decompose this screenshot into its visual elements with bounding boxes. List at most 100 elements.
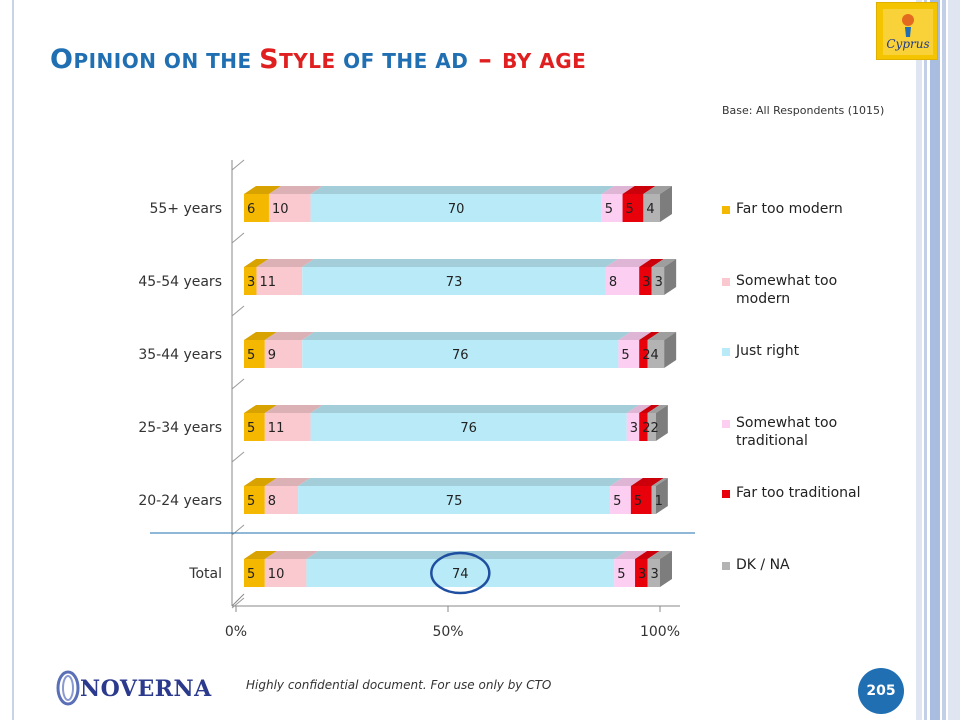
bar-segment xyxy=(647,413,656,441)
bar-side-face xyxy=(655,478,668,514)
legend-swatch xyxy=(722,420,730,428)
bar-top-face xyxy=(635,551,660,559)
bar-side-face xyxy=(655,405,668,441)
bar-segment xyxy=(264,340,303,368)
bar-top-face xyxy=(639,332,660,340)
bar-top-face xyxy=(244,478,277,486)
legend-label: Far too modern xyxy=(736,201,843,217)
axis-tick xyxy=(231,305,245,317)
legend-label: Far too traditional xyxy=(736,485,861,501)
cyprus-logo: Cyprus xyxy=(876,2,938,60)
bar-top-face xyxy=(618,332,652,340)
bar-segment xyxy=(244,340,265,368)
data-label: 70 xyxy=(448,202,465,217)
bar-segment xyxy=(601,194,623,222)
bar-segment xyxy=(622,194,644,222)
legend-label: Somewhat too traditional xyxy=(736,415,838,449)
bar-top-face xyxy=(647,551,672,559)
bar-side-face xyxy=(664,332,677,368)
bar-top-face xyxy=(647,405,668,413)
data-label: 10 xyxy=(272,202,289,217)
bar-top-face xyxy=(639,259,664,267)
bar-side-face xyxy=(664,259,677,295)
legend-swatch xyxy=(722,348,730,356)
data-label: 5 xyxy=(626,202,634,217)
highlight-circle xyxy=(430,551,491,595)
bar-segment xyxy=(647,559,660,587)
bar-top-face xyxy=(651,259,677,267)
bar-top-face xyxy=(244,332,277,340)
bar-top-face xyxy=(244,186,281,194)
category-label: 35-44 years xyxy=(138,347,222,363)
legend-item: Far too traditional xyxy=(722,484,886,502)
bar-top-face xyxy=(264,551,319,559)
bar-top-face xyxy=(630,478,664,486)
data-label: 3 xyxy=(642,275,650,290)
x-tick-label: 50% xyxy=(432,624,463,640)
title-part: S xyxy=(259,44,280,75)
bar-top-face xyxy=(610,478,643,486)
data-label: 4 xyxy=(651,348,659,363)
data-label: 3 xyxy=(247,275,255,290)
bar-segment xyxy=(639,340,648,368)
legend-item: Just right xyxy=(722,342,886,360)
left-rule xyxy=(12,0,14,720)
right-decorative-stripes xyxy=(916,0,960,720)
legend-item: Somewhat too modern xyxy=(722,272,886,308)
data-label: 76 xyxy=(460,421,477,436)
category-label: Total xyxy=(188,566,222,582)
data-label: 5 xyxy=(634,494,642,509)
noverna-logo-text: NOVERNA xyxy=(80,676,212,702)
bar-segment xyxy=(605,267,640,295)
bar-top-face xyxy=(643,186,672,194)
bar-segment xyxy=(264,559,307,587)
bar-segment xyxy=(298,486,611,514)
data-label: 11 xyxy=(259,275,276,290)
bar-segment xyxy=(264,486,299,514)
legend-swatch xyxy=(722,562,730,570)
bar-segment xyxy=(244,559,265,587)
data-label: 1 xyxy=(655,494,663,509)
data-label: 76 xyxy=(452,348,469,363)
x-tick-label: 100% xyxy=(640,624,680,640)
data-label: 5 xyxy=(247,421,255,436)
data-label: 2 xyxy=(651,421,659,436)
bar-segment xyxy=(651,486,656,514)
bar-segment xyxy=(626,413,640,441)
data-label: 3 xyxy=(651,567,659,582)
data-label: 8 xyxy=(268,494,276,509)
data-label: 10 xyxy=(268,567,285,582)
axis-tick xyxy=(231,159,245,171)
data-label: 8 xyxy=(609,275,617,290)
bar-top-face xyxy=(605,259,652,267)
data-label: 3 xyxy=(638,567,646,582)
bar-top-face xyxy=(244,405,277,413)
data-label: 6 xyxy=(247,202,255,217)
bar-top-face xyxy=(244,551,277,559)
legend-label: Just right xyxy=(736,343,800,359)
bar-segment xyxy=(310,194,602,222)
bar-top-face xyxy=(310,405,639,413)
bar-segment xyxy=(268,194,311,222)
slide-title: OPINION ON THE STYLE OF THE AD – BY AGE xyxy=(50,44,586,75)
bar-top-face xyxy=(298,478,623,486)
bar-segment xyxy=(610,486,631,514)
bar-segment xyxy=(310,413,627,441)
axis-tick xyxy=(231,597,245,609)
bar-segment xyxy=(302,267,606,295)
category-label: 25-34 years xyxy=(138,420,222,436)
title-part: PINION ON THE xyxy=(73,49,260,73)
bar-top-face xyxy=(306,551,627,559)
category-label: 20-24 years xyxy=(138,493,222,509)
bar-top-face xyxy=(601,186,635,194)
bar-top-face xyxy=(622,186,656,194)
bar-segment xyxy=(635,559,648,587)
legend-item: DK / NA xyxy=(722,556,886,574)
bar-top-face xyxy=(264,332,315,340)
bar-segment xyxy=(630,486,652,514)
title-part: O xyxy=(50,44,74,75)
bar-top-face xyxy=(626,405,652,413)
bar-segment xyxy=(244,194,269,222)
base-note: Base: All Respondents (1015) xyxy=(722,104,885,117)
